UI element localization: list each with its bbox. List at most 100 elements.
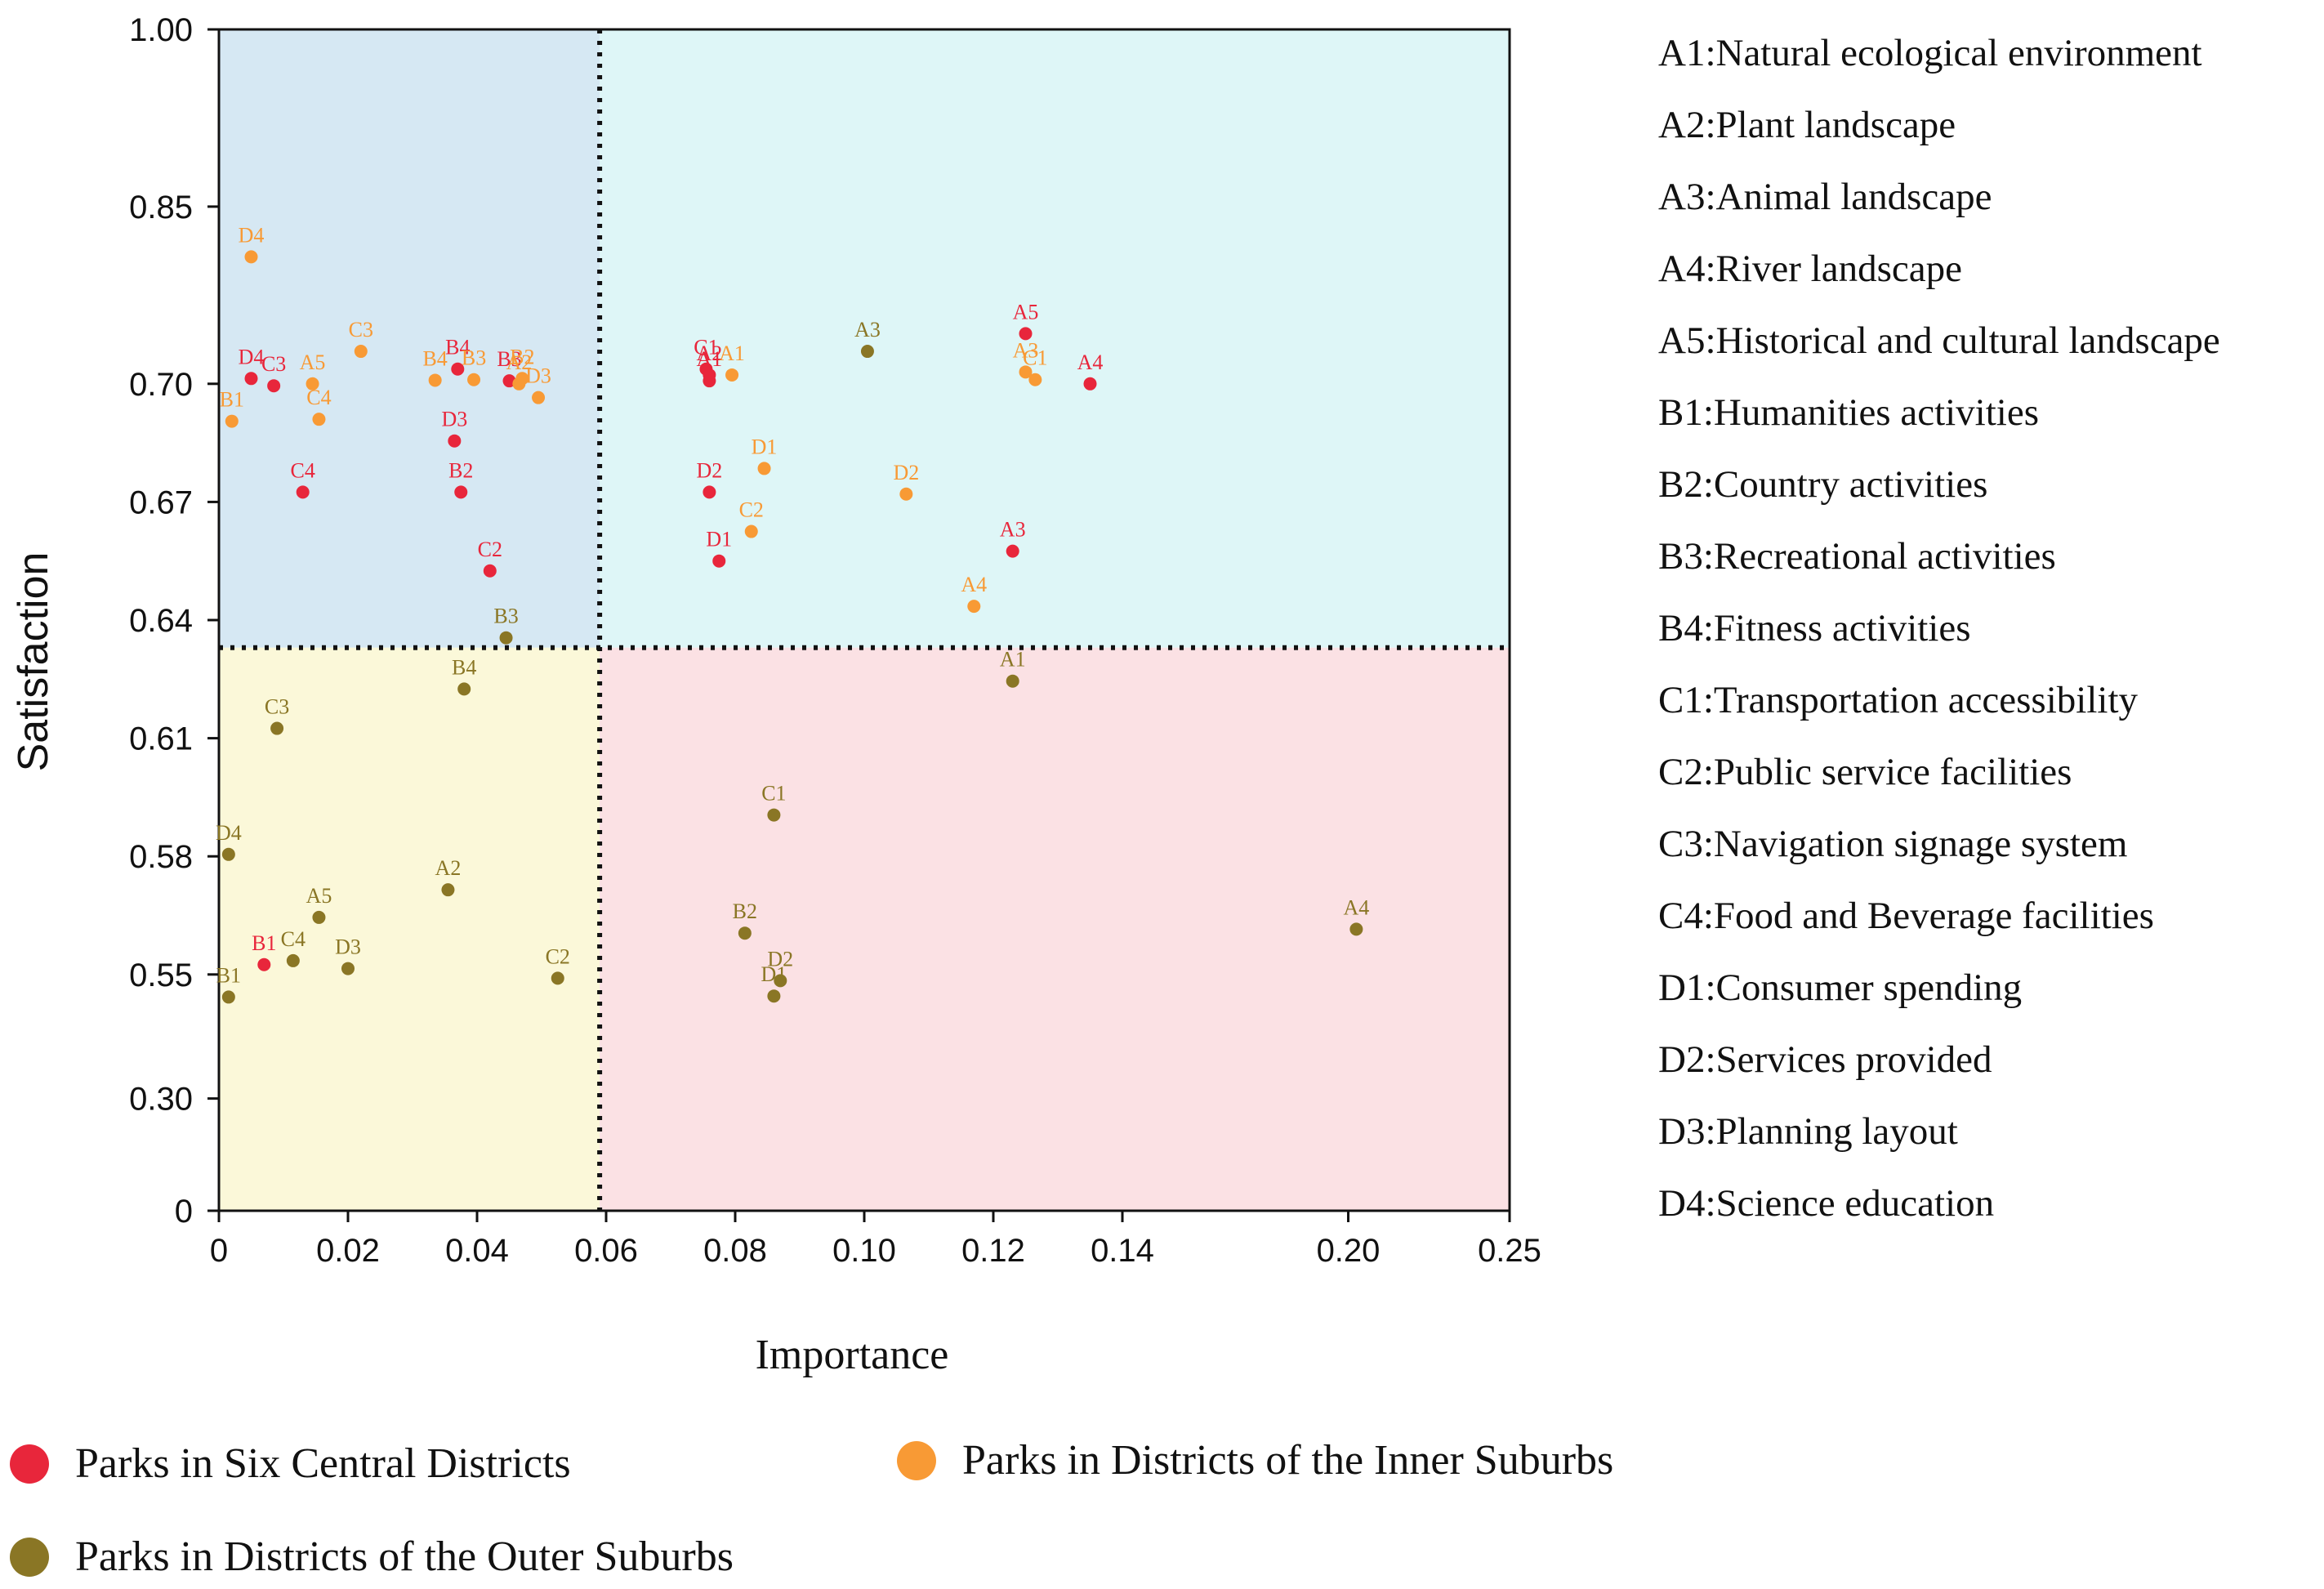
data-point-label: C2	[478, 538, 502, 561]
legend-item-inner-suburbs: Parks in Districts of the Inner Suburbs	[897, 1436, 1613, 1484]
data-point	[286, 953, 300, 967]
data-point-label: A2	[435, 856, 462, 880]
y-tick-label: 0.85	[129, 190, 193, 225]
data-point	[257, 957, 271, 971]
glossary-item: C2:Public service facilities	[1658, 751, 2072, 793]
y-tick-label: 0	[175, 1194, 193, 1230]
data-point-label: D4	[239, 345, 265, 368]
data-point-label: D1	[752, 435, 778, 458]
x-tick-label: 0.02	[316, 1233, 380, 1269]
data-point-label: A2	[697, 341, 723, 365]
glossary-item: D3:Planning layout	[1658, 1110, 1958, 1153]
legend-marker-icon	[10, 1444, 49, 1484]
glossary-item: A1:Natural ecological environment	[1658, 32, 2202, 74]
x-tick-label: 0.20	[1317, 1233, 1381, 1269]
data-point-label: A5	[1013, 300, 1039, 324]
data-point	[244, 372, 258, 386]
data-point	[532, 391, 546, 404]
legend-label: Parks in Districts of the Outer Suburbs	[75, 1533, 734, 1580]
data-point	[1028, 373, 1042, 386]
legend-marker-icon	[897, 1440, 936, 1480]
data-point-label: A1	[1000, 648, 1026, 672]
glossary-item: A5:Historical and cultural landscape	[1658, 319, 2220, 362]
data-point	[712, 554, 726, 568]
y-axis-title: Satisfaction	[10, 552, 57, 772]
data-point-label: A4	[961, 573, 987, 596]
data-point-label: A5	[306, 884, 332, 908]
data-point	[767, 808, 781, 822]
data-point	[312, 910, 326, 924]
glossary-item: B2:Country activities	[1658, 463, 1988, 506]
data-point	[483, 564, 497, 578]
data-point-label: B3	[493, 605, 518, 628]
data-point-label: D3	[441, 408, 467, 431]
x-tick-label: 0.25	[1478, 1233, 1541, 1269]
data-point-label: B2	[448, 458, 473, 482]
x-tick-label: 0.12	[961, 1233, 1025, 1269]
y-tick-label: 0.58	[129, 839, 193, 875]
data-point	[354, 345, 368, 359]
quadrant-bottom-right	[600, 647, 1510, 1211]
data-point-label: B4	[422, 346, 447, 370]
data-point-label: C2	[546, 944, 570, 968]
y-tick-label: 0.55	[129, 957, 193, 993]
data-point	[725, 368, 739, 382]
data-point	[428, 373, 442, 387]
data-point	[225, 414, 239, 428]
data-point	[451, 362, 465, 376]
data-point	[899, 487, 913, 501]
data-point	[774, 974, 787, 988]
x-tick-label: 0	[210, 1233, 228, 1269]
code-glossary: A1:Natural ecological environment A2:Pla…	[1658, 29, 2220, 1252]
data-point	[757, 462, 771, 475]
y-tick-label: 0.30	[129, 1082, 193, 1118]
data-point	[467, 373, 481, 386]
data-point-label: A5	[300, 350, 326, 374]
data-point	[454, 485, 468, 499]
glossary-item: C4:Food and Beverage facilities	[1658, 895, 2154, 937]
data-point	[699, 362, 713, 376]
data-point	[296, 485, 310, 499]
y-tick-label: 1.00	[129, 12, 193, 48]
data-point-label: D3	[525, 364, 551, 388]
data-point-label: C1	[761, 782, 786, 806]
data-point-label: C3	[265, 695, 289, 719]
glossary-item: D4:Science education	[1658, 1182, 1995, 1225]
x-tick-label: 0.10	[832, 1233, 896, 1269]
y-tick-label: 0.67	[129, 484, 193, 520]
data-point	[767, 989, 781, 1003]
x-tick-label: 0.04	[445, 1233, 509, 1269]
data-point-label: B2	[733, 899, 757, 923]
data-point-label: C3	[261, 352, 286, 376]
data-point-label: B1	[216, 963, 241, 987]
glossary-item: C3:Navigation signage system	[1658, 823, 2128, 865]
data-point	[221, 847, 235, 861]
data-point	[703, 485, 716, 499]
y-tick-label: 0.70	[129, 367, 193, 403]
data-point	[1019, 327, 1033, 341]
glossary-item: B3:Recreational activities	[1658, 535, 2056, 578]
data-point	[1006, 544, 1019, 558]
data-point-label: A3	[1013, 338, 1039, 362]
data-point	[244, 250, 258, 264]
quadrant-top-right	[600, 29, 1510, 648]
legend-label: Parks in Districts of the Inner Suburbs	[962, 1437, 1614, 1484]
glossary-item: A4:River landscape	[1658, 248, 1962, 290]
data-point	[738, 926, 752, 940]
data-point-label: B1	[252, 931, 276, 955]
data-point	[1019, 365, 1033, 379]
data-point	[312, 413, 326, 426]
data-point-label: D1	[706, 528, 732, 551]
x-tick-label: 0.14	[1091, 1233, 1154, 1269]
data-point	[1349, 922, 1363, 936]
data-point-label: C4	[291, 458, 315, 482]
glossary-item: A2:Plant landscape	[1658, 104, 1956, 146]
legend-label: Parks in Six Central Districts	[75, 1440, 571, 1487]
data-point	[448, 434, 462, 448]
glossary-item: B4:Fitness activities	[1658, 607, 1971, 649]
data-point-label: C1	[694, 336, 718, 359]
data-point	[306, 377, 319, 391]
data-point-label: D2	[767, 947, 793, 971]
glossary-item: A3:Animal landscape	[1658, 176, 1992, 218]
